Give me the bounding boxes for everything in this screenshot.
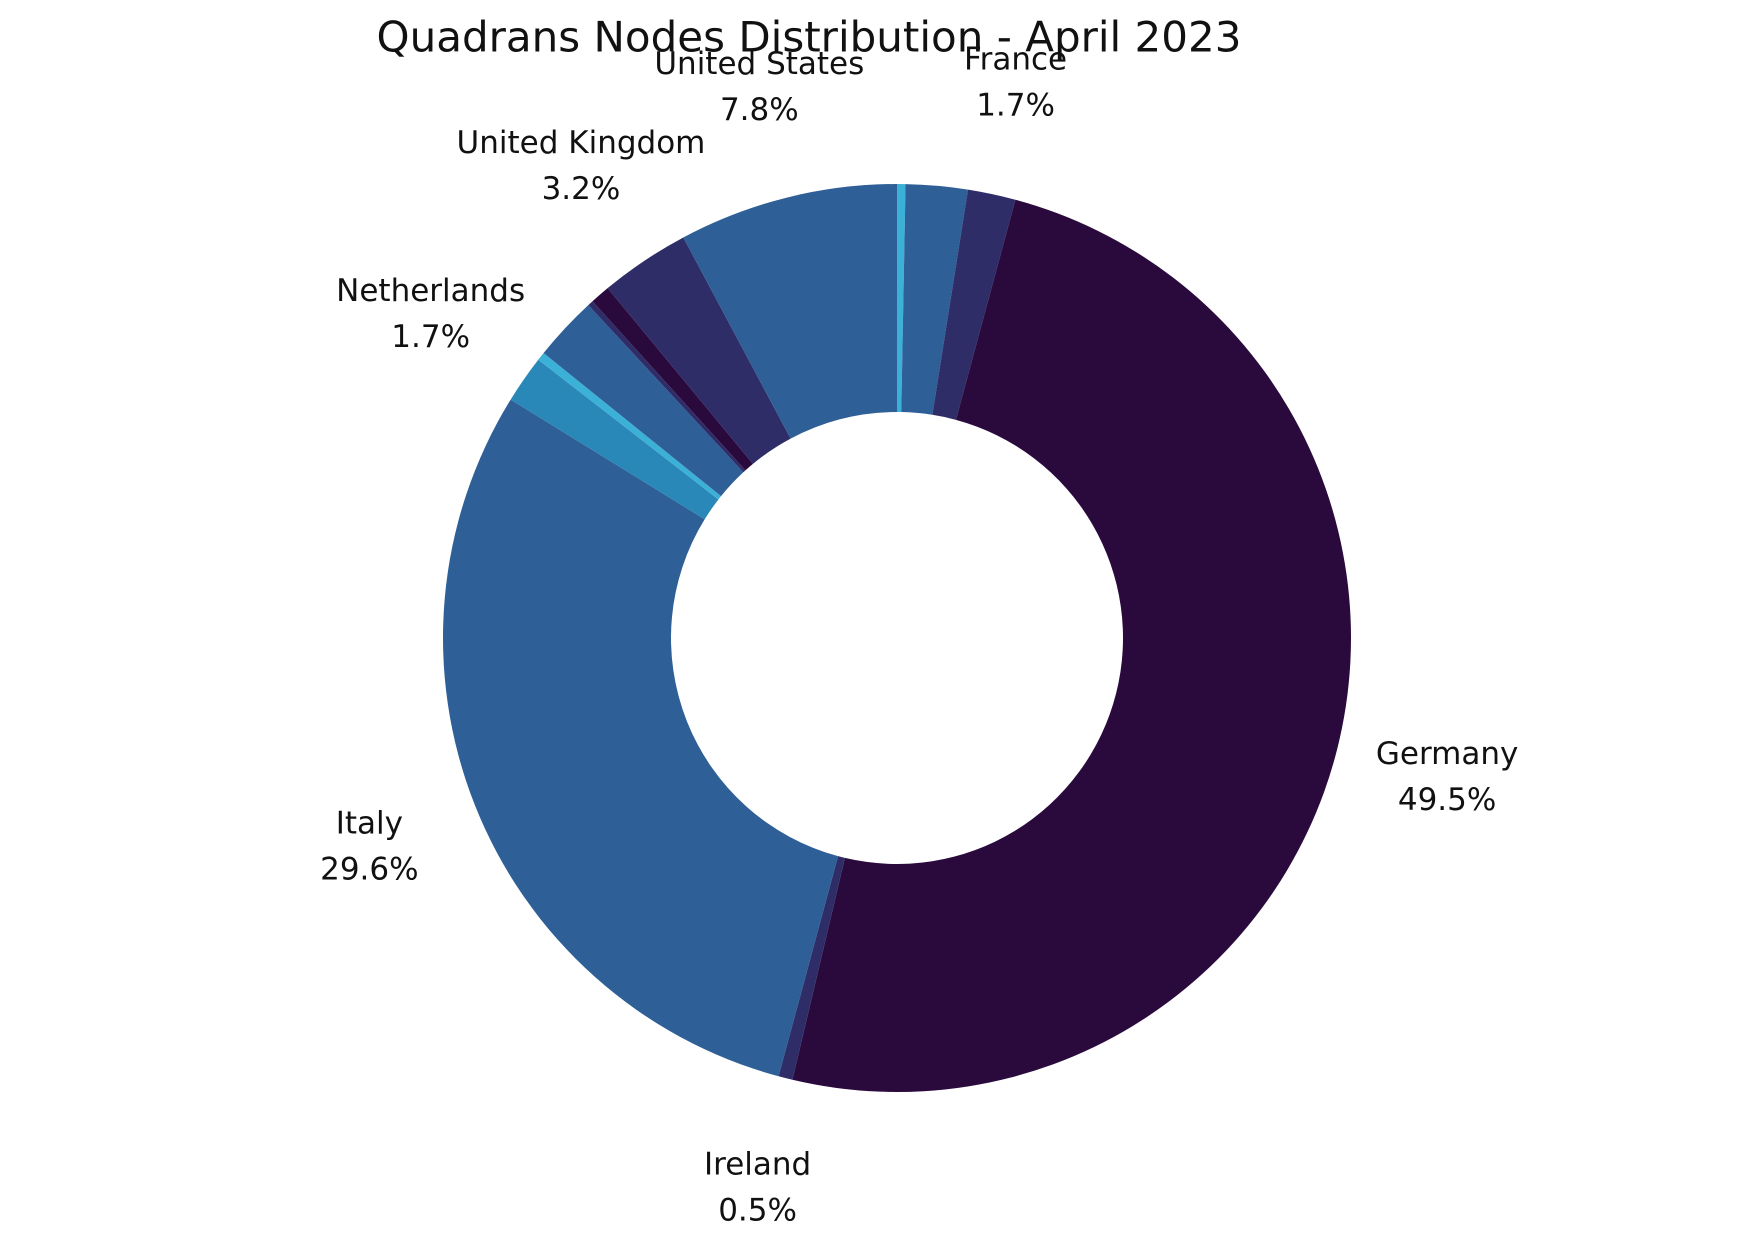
- slice: [607, 237, 791, 464]
- slice: [442, 399, 839, 1077]
- slice-label: Italy: [336, 805, 403, 841]
- slice-label: France: [964, 42, 1067, 78]
- slice: [543, 305, 744, 497]
- slice: [592, 288, 753, 471]
- slice-label: Germany: [1376, 736, 1518, 772]
- value-label: 7.8%: [720, 92, 799, 128]
- slice-label: Netherlands: [336, 273, 525, 309]
- slice-label: United States: [654, 46, 864, 82]
- slice: [932, 189, 1016, 420]
- value-label: 0.5%: [718, 1193, 797, 1229]
- value-label: 1.7%: [976, 88, 1055, 124]
- slice-label: United Kingdom: [457, 125, 706, 161]
- chart-title: Quadrans Nodes Distribution - April 2023: [377, 13, 1242, 62]
- slice: [792, 199, 1351, 1092]
- slice: [778, 856, 845, 1080]
- slice: [588, 301, 746, 473]
- value-label: 49.5%: [1398, 782, 1496, 818]
- value-label: 1.7%: [391, 319, 470, 355]
- slice: [901, 184, 969, 415]
- slice: [897, 184, 906, 413]
- slice-label: Ireland: [704, 1147, 811, 1183]
- slice: [510, 359, 719, 520]
- value-label: 29.6%: [320, 851, 418, 887]
- value-label: 3.2%: [542, 171, 621, 207]
- slice: [538, 353, 722, 500]
- slice: [683, 184, 897, 439]
